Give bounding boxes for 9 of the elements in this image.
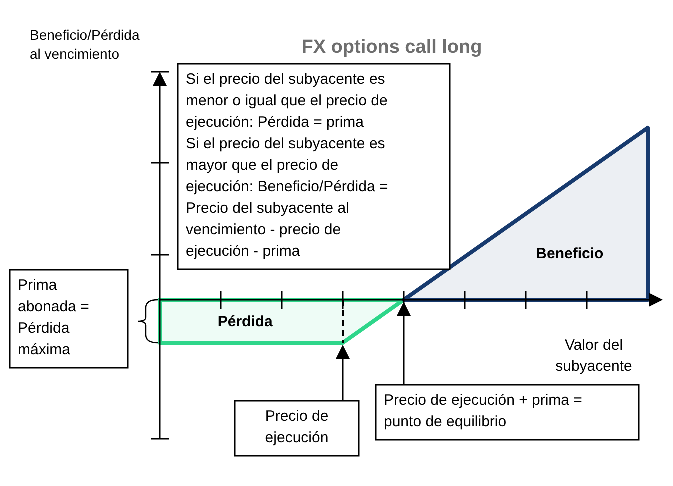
x-axis-title: Valor del subyacente <box>556 337 632 375</box>
series-label: Pérdida <box>218 314 274 330</box>
text: Prima abonada = Pérdida máxima <box>18 277 90 358</box>
y-axis-title: Beneficio/Pérdida al vencimiento <box>30 27 140 62</box>
series-label: Beneficio <box>536 246 604 263</box>
chart-title: FX options call long <box>302 37 482 58</box>
text: Si el precio del subyacente es menor o igual que el precio de ejecución: Pérdida = prima Si el precio del subyacente es mayor que el precio de ejecución: Beneficio/Pérdida = Precio del subyacente al vencimiento - precio de ejecución - prima <box>186 71 388 260</box>
text: Precio de ejecución + prima = punto de equilibrio <box>384 392 583 430</box>
text: Precio de ejecución <box>265 408 329 446</box>
